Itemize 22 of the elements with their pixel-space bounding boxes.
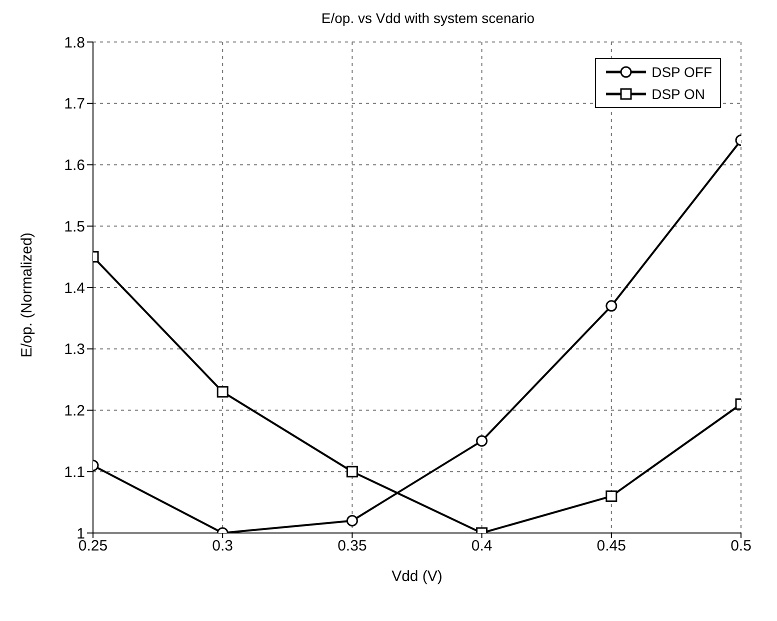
y-tick-label: 1.8: [64, 34, 85, 52]
y-tick-label: 1.2: [64, 402, 85, 420]
x-tick-label: 0.35: [338, 538, 367, 555]
point: [346, 466, 358, 478]
x-tick-label: 0.4: [471, 538, 492, 555]
point: [346, 514, 358, 526]
y-tick-label: 1.4: [64, 280, 85, 297]
point: [476, 435, 488, 447]
legend-label: DSP ON: [652, 85, 706, 104]
x-tick-label: 0.5: [730, 538, 752, 555]
x-tick-label: 0.45: [596, 538, 626, 555]
x-tick-label: 0.3: [212, 538, 234, 555]
y-axis-title: E/op. (Normalized): [18, 232, 36, 358]
y-tick-label: 1.3: [64, 341, 85, 358]
legend-label: DSP OFF: [652, 63, 712, 82]
y-tick-label: 1.1: [64, 464, 85, 481]
y-tick-label: 1.6: [64, 157, 85, 174]
chart-title: E/op. vs Vdd with system scenario: [320, 10, 536, 26]
x-axis-title: Vdd (V): [392, 568, 442, 585]
x-tick-label: 0.25: [78, 538, 108, 555]
y-tick-label: 1.5: [64, 218, 85, 236]
y-tick-label: 1.7: [64, 96, 85, 113]
